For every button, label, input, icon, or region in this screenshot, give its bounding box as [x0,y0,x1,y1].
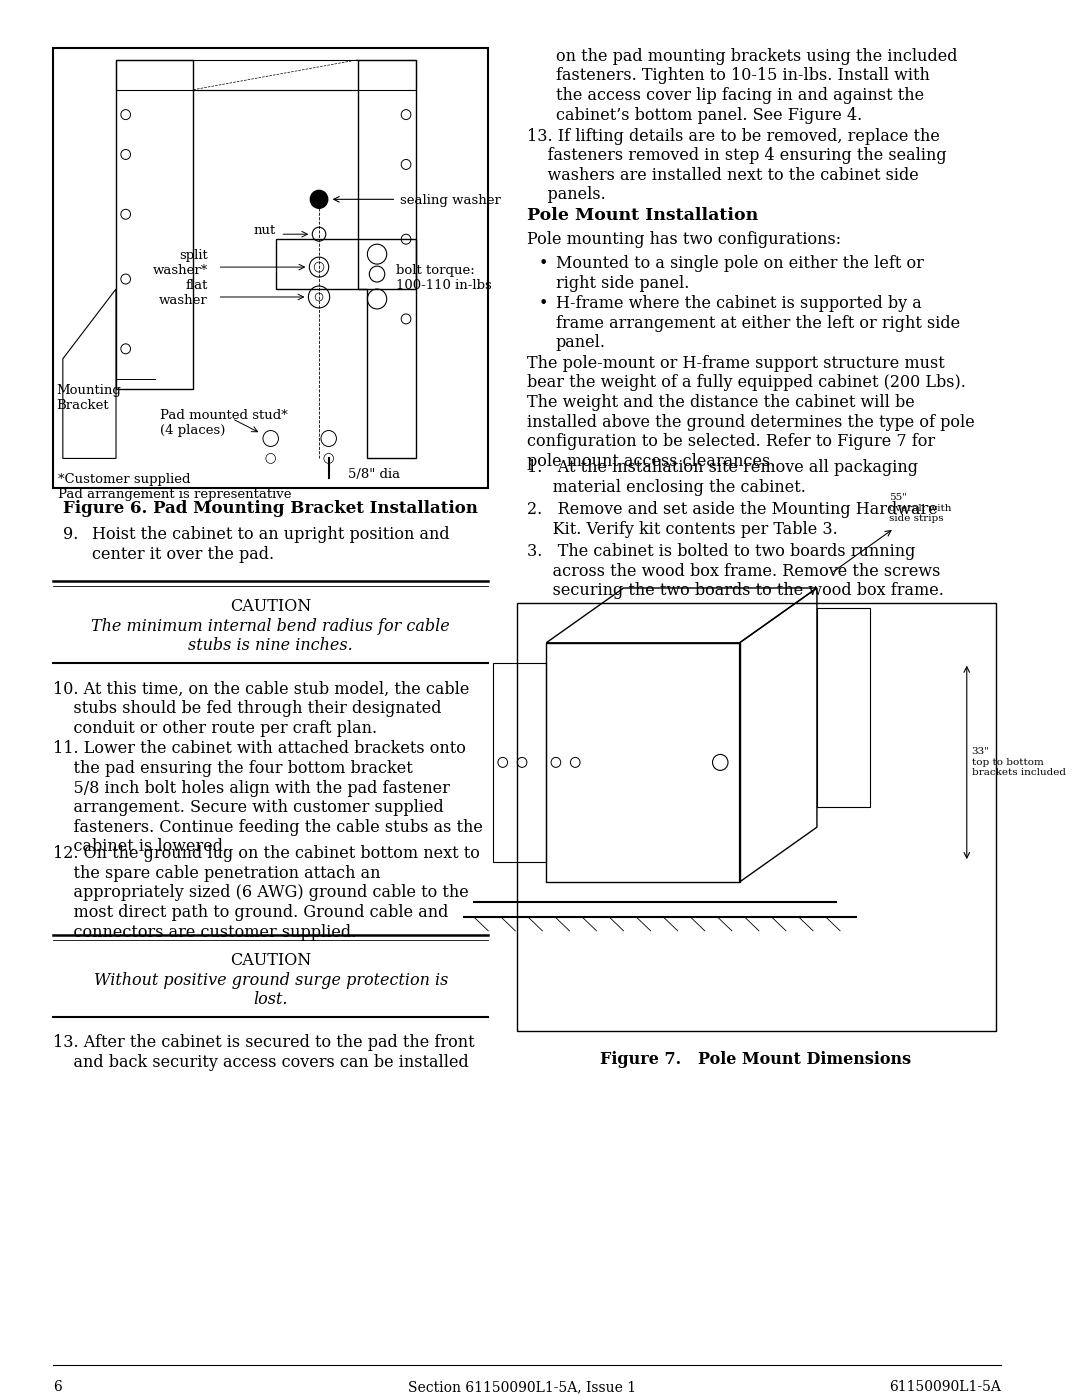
Text: 10. At this time, on the cable stub model, the cable
    stubs should be fed thr: 10. At this time, on the cable stub mode… [53,680,470,736]
Text: Figure 6. Pad Mounting Bracket Installation: Figure 6. Pad Mounting Bracket Installat… [64,500,478,517]
Circle shape [310,190,327,208]
Text: split
washer*: split washer* [152,249,207,277]
Text: 5/8" dia: 5/8" dia [348,468,401,482]
Text: 3.   The cabinet is bolted to two boards running
     across the wood box frame.: 3. The cabinet is bolted to two boards r… [527,543,944,599]
Text: Pad arrangement is representative: Pad arrangement is representative [58,489,292,502]
Text: •: • [539,295,548,312]
Text: •: • [539,256,548,272]
Text: flat
washer: flat washer [159,279,207,307]
Text: 11. Lower the cabinet with attached brackets onto
    the pad ensuring the four : 11. Lower the cabinet with attached brac… [53,740,483,855]
Text: H-frame where the cabinet is supported by a
frame arrangement at either the left: H-frame where the cabinet is supported b… [556,295,960,351]
Text: Section 61150090L1-5A, Issue 1: Section 61150090L1-5A, Issue 1 [408,1380,636,1394]
Text: 13. If lifting details are to be removed, replace the
    fasteners removed in s: 13. If lifting details are to be removed… [527,127,946,204]
Text: 9.: 9. [63,527,78,543]
Text: 6: 6 [53,1380,62,1394]
Text: Pole mounting has two configurations:: Pole mounting has two configurations: [527,232,841,249]
Text: 55"
overall with
side strips: 55" overall with side strips [890,493,951,524]
Text: 13. After the cabinet is secured to the pad the front
    and back security acce: 13. After the cabinet is secured to the … [53,1034,475,1071]
Text: on the pad mounting brackets using the included
fasteners. Tighten to 10-15 in-l: on the pad mounting brackets using the i… [556,47,957,124]
Text: 2.   Remove and set aside the Mounting Hardware
     Kit. Verify kit contents pe: 2. Remove and set aside the Mounting Har… [527,502,937,538]
Text: 12. On the ground lug on the cabinet bottom next to
    the spare cable penetrat: 12. On the ground lug on the cabinet bot… [53,845,480,940]
Text: 1.   At the installation site remove all packaging
     material enclosing the c: 1. At the installation site remove all p… [527,460,918,496]
Text: Pad mounted stud*
(4 places): Pad mounted stud* (4 places) [160,408,287,437]
Text: Hoist the cabinet to an upright position and
center it over the pad.: Hoist the cabinet to an upright position… [92,527,449,563]
Text: 61150090L1-5A: 61150090L1-5A [889,1380,1000,1394]
Text: CAUTION: CAUTION [230,951,311,968]
Text: The minimum internal bend radius for cable
stubs is nine inches.: The minimum internal bend radius for cab… [92,617,450,654]
Text: 33"
top to bottom
brackets included: 33" top to bottom brackets included [972,747,1066,777]
Text: Mounted to a single pole on either the left or
right side panel.: Mounted to a single pole on either the l… [556,256,923,292]
Text: *Customer supplied: *Customer supplied [58,474,190,486]
Text: Mounting
Bracket: Mounting Bracket [56,384,121,412]
Text: nut: nut [254,225,275,237]
Text: Without positive ground surge protection is
lost.: Without positive ground surge protection… [94,972,448,1009]
Text: Figure 7.   Pole Mount Dimensions: Figure 7. Pole Mount Dimensions [600,1052,912,1069]
Bar [517,604,996,1031]
Text: sealing washer: sealing washer [401,194,501,207]
Text: The pole-mount or H-frame support structure must
bear the weight of a fully equi: The pole-mount or H-frame support struct… [527,355,974,469]
Text: Pole Mount Installation: Pole Mount Installation [527,207,758,225]
Bar [53,47,488,489]
Text: bolt torque:
100-110 in-lbs: bolt torque: 100-110 in-lbs [396,264,492,292]
Text: CAUTION: CAUTION [230,598,311,615]
